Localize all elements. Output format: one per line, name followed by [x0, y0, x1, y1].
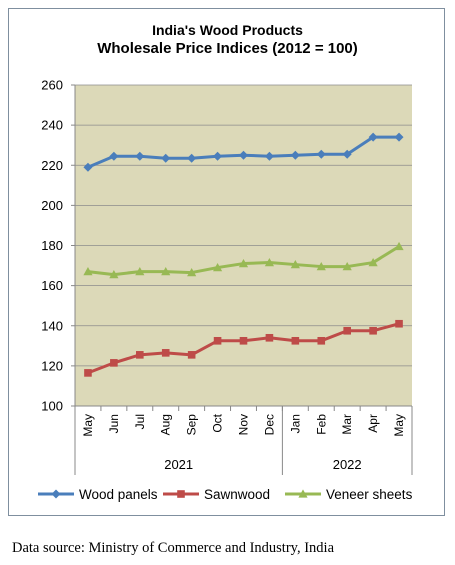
- x-tick-label: Sep: [185, 414, 199, 436]
- wood-panels-point: [187, 153, 197, 163]
- y-tick-label: 180: [41, 238, 63, 253]
- y-tick-label: 140: [41, 318, 63, 333]
- y-tick-label: 260: [41, 78, 63, 93]
- y-tick-label: 200: [41, 198, 63, 213]
- x-tick-label: Apr: [366, 414, 380, 433]
- year-label: 2021: [164, 457, 193, 472]
- y-tick-label: 120: [41, 358, 63, 373]
- wood-panels-point: [316, 149, 326, 159]
- wood-panels-point: [213, 151, 223, 161]
- sawnwood-point: [291, 336, 300, 345]
- veneer-sheets-point: [212, 262, 223, 272]
- x-tick-label: Mar: [340, 414, 354, 435]
- y-tick-label: 240: [41, 118, 63, 133]
- veneer-sheets-point: [187, 267, 197, 277]
- veneer-sheets-point: [238, 258, 249, 268]
- wood-panels-point: [290, 150, 300, 160]
- chart-title: India's Wood Products: [152, 22, 303, 38]
- wood-panels-point: [264, 151, 274, 161]
- x-tick-label: Feb: [314, 414, 328, 435]
- wood-panels-point: [368, 132, 378, 142]
- veneer-sheets-point: [394, 241, 404, 251]
- x-tick-label: May: [81, 414, 95, 437]
- sawnwood-point: [187, 351, 196, 359]
- sawnwood-point: [343, 326, 351, 335]
- wood-panels-point: [83, 162, 93, 172]
- veneer-sheets-point: [368, 257, 378, 267]
- veneer-sheets-point: [109, 269, 119, 279]
- x-tick-label: Jan: [288, 414, 302, 433]
- sawnwood-point: [395, 319, 403, 328]
- legend-label-sawnwood: Sawnwood: [204, 487, 270, 502]
- wood-panels-point: [342, 149, 352, 159]
- sawnwood-point: [136, 351, 144, 359]
- sawnwood-point: [265, 333, 274, 342]
- sawnwood-point: [369, 326, 377, 335]
- legend-label-wood-panels: Wood panels: [79, 487, 158, 502]
- x-tick-label: Jun: [107, 414, 121, 433]
- veneer-sheets-point: [316, 261, 326, 271]
- legend-marker-sawnwood: [177, 490, 185, 498]
- legend-marker-wood-panels: [51, 489, 61, 499]
- x-tick-label: May: [392, 414, 406, 437]
- veneer-sheets-point: [290, 259, 300, 269]
- data-source-note: Data source: Ministry of Commerce and In…: [12, 540, 335, 556]
- legend-marker-veneer-sheets: [298, 489, 308, 498]
- wood-panels-point: [135, 151, 145, 161]
- sawnwood-point: [239, 336, 248, 345]
- sawnwood-point: [161, 349, 170, 357]
- legend-label-veneer-sheets: Veneer sheets: [326, 487, 413, 502]
- y-tick-label: 100: [41, 399, 63, 414]
- veneer-sheets-point: [264, 257, 275, 267]
- y-tick-label: 160: [41, 278, 63, 293]
- wood-panels-point: [109, 151, 119, 161]
- sawnwood-point: [110, 359, 118, 367]
- sawnwood-point: [213, 336, 222, 345]
- veneer-sheets-point: [83, 266, 93, 276]
- y-tick-label: 220: [41, 158, 63, 173]
- sawnwood-point: [317, 336, 326, 345]
- wood-panels-point: [394, 132, 404, 142]
- x-tick-label: Aug: [159, 414, 173, 435]
- wood-panels-point: [161, 153, 171, 163]
- x-tick-label: Nov: [237, 414, 251, 435]
- wood-panels-point: [239, 150, 248, 160]
- year-label: 2022: [333, 457, 362, 472]
- x-tick-label: Dec: [262, 414, 276, 435]
- chart-subtitle: Wholesale Price Indices (2012 = 100): [97, 40, 358, 57]
- sawnwood-point: [84, 369, 92, 377]
- veneer-sheets-point: [342, 261, 352, 271]
- x-tick-label: Oct: [211, 413, 225, 432]
- veneer-sheets-point: [161, 266, 171, 276]
- x-tick-label: Jul: [133, 414, 147, 429]
- line-chart: 100 120 140 160 180 200 220 240 260 May Jun Jul Aug S…: [38, 78, 413, 502]
- veneer-sheets-point: [135, 266, 145, 276]
